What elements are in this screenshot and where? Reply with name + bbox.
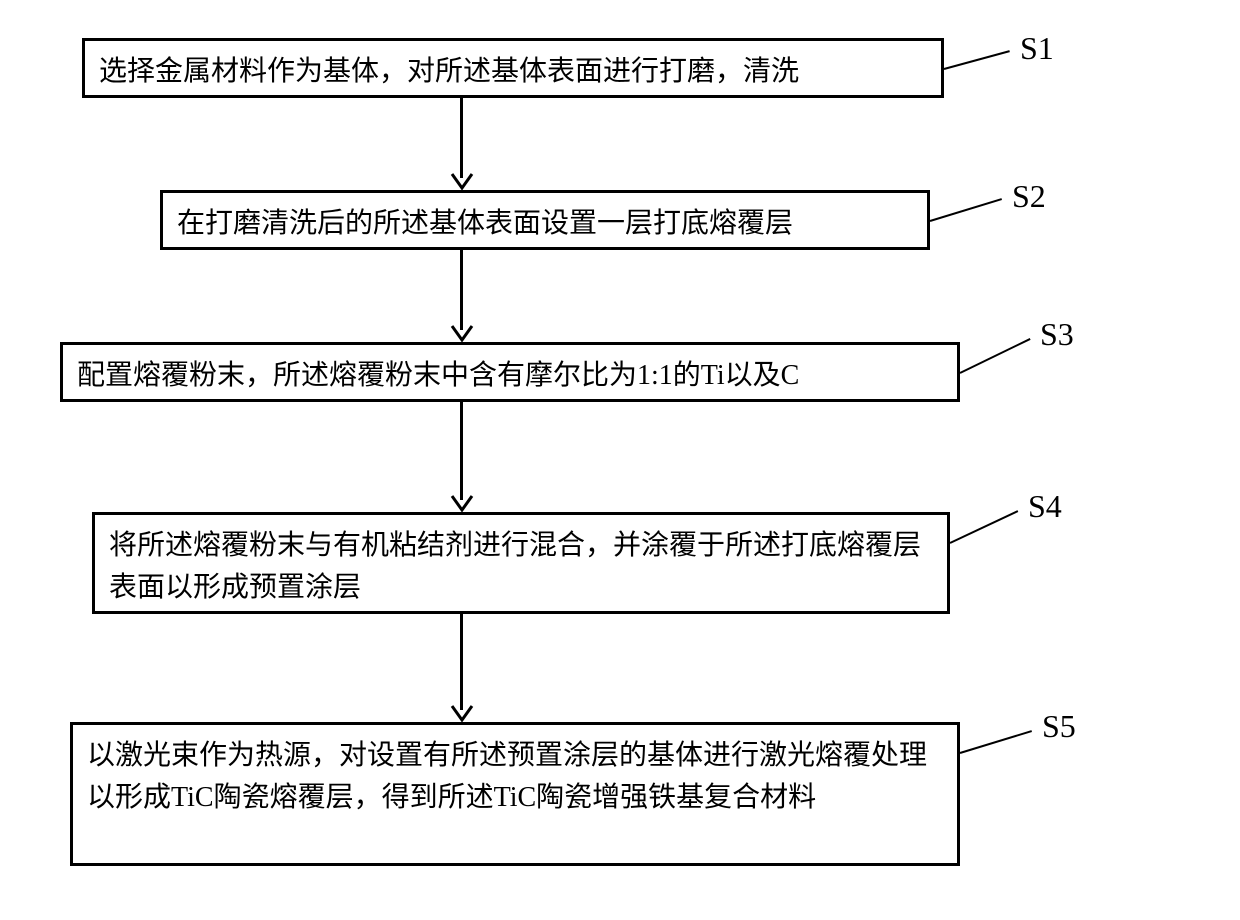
step-box-s5: 以激光束作为热源，对设置有所述预置涂层的基体进行激光熔覆处理以形成TiC陶瓷熔覆… (70, 722, 960, 866)
label-connector-line (950, 510, 1019, 544)
step-text: 在打磨清洗后的所述基体表面设置一层打底熔覆层 (177, 208, 793, 239)
step-text: 以激光束作为热源，对设置有所述预置涂层的基体进行激光熔覆处理以形成TiC陶瓷熔覆… (87, 740, 927, 813)
label-connector-line (960, 730, 1033, 754)
connector-line (460, 614, 463, 710)
label-connector-line (944, 50, 1011, 70)
step-text: 将所述熔覆粉末与有机粘结剂进行混合，并涂覆于所述打底熔覆层表面以形成预置涂层 (109, 530, 921, 603)
flowchart-container: 选择金属材料作为基体，对所述基体表面进行打磨，清洗 S1 在打磨清洗后的所述基体表面… (20, 20, 1220, 900)
label-connector-line (930, 198, 1003, 222)
connector-line (460, 250, 463, 330)
arrow-down-icon (450, 494, 474, 517)
step-label-s2: S2 (1012, 178, 1046, 215)
connector-line (460, 402, 463, 500)
arrow-down-icon (450, 172, 474, 195)
step-label-s5: S5 (1042, 708, 1076, 745)
label-connector-line (960, 338, 1031, 374)
step-box-s1: 选择金属材料作为基体，对所述基体表面进行打磨，清洗 (82, 38, 944, 98)
step-box-s4: 将所述熔覆粉末与有机粘结剂进行混合，并涂覆于所述打底熔覆层表面以形成预置涂层 (92, 512, 950, 614)
step-label-s3: S3 (1040, 316, 1074, 353)
arrow-down-icon (450, 324, 474, 347)
arrow-down-icon (450, 704, 474, 727)
step-label-s4: S4 (1028, 488, 1062, 525)
step-label-s1: S1 (1020, 30, 1054, 67)
step-box-s3: 配置熔覆粉末，所述熔覆粉末中含有摩尔比为1:1的Ti以及C (60, 342, 960, 402)
connector-line (460, 98, 463, 178)
step-text: 配置熔覆粉末，所述熔覆粉末中含有摩尔比为1:1的Ti以及C (77, 360, 799, 391)
step-box-s2: 在打磨清洗后的所述基体表面设置一层打底熔覆层 (160, 190, 930, 250)
step-text: 选择金属材料作为基体，对所述基体表面进行打磨，清洗 (99, 56, 799, 87)
